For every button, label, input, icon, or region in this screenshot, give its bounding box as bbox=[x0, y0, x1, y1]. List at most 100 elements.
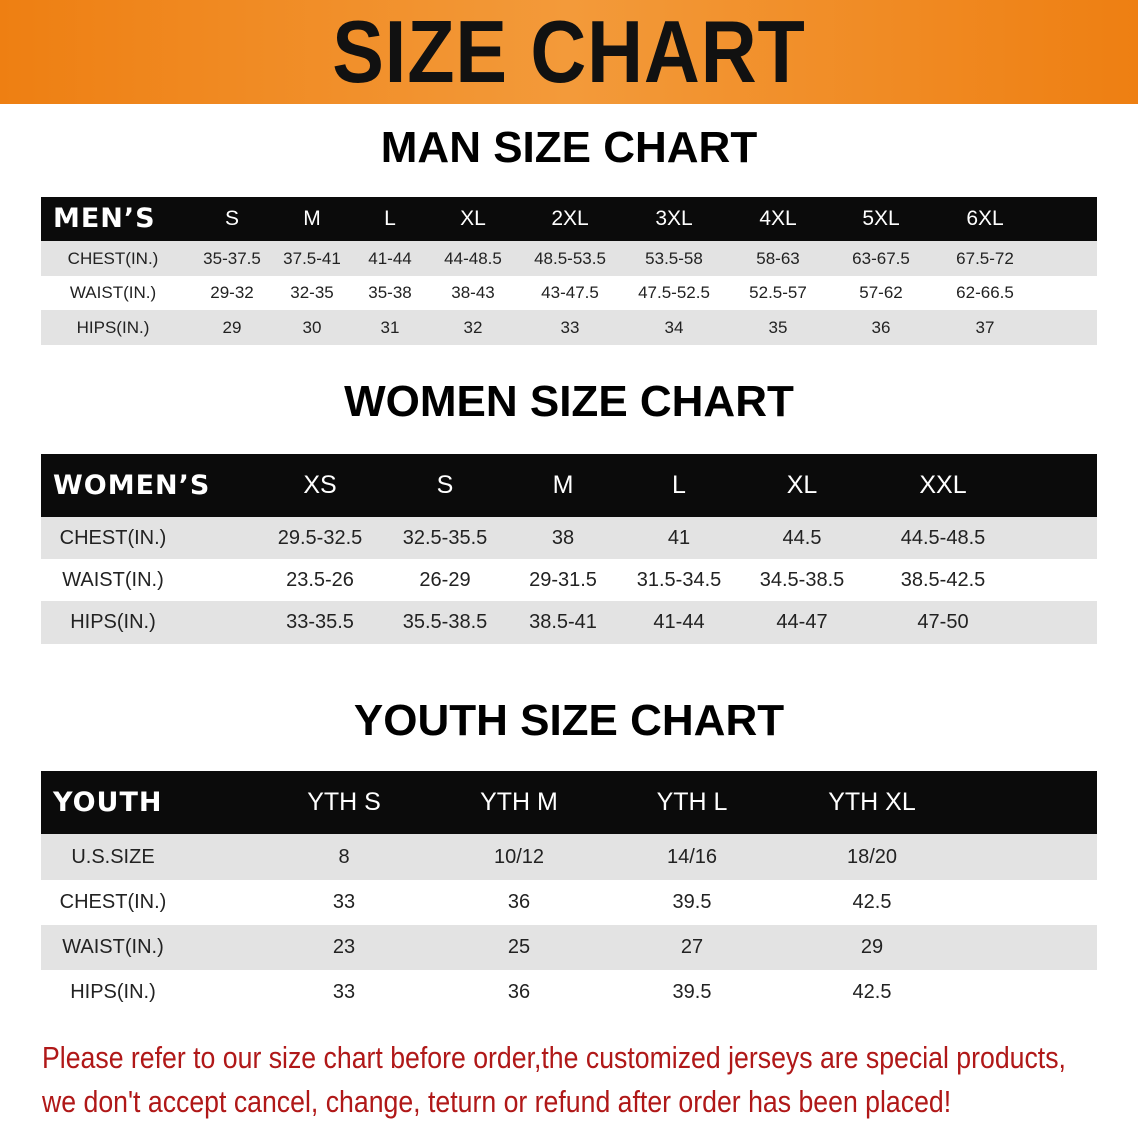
size-header-cell: 4XL bbox=[759, 207, 797, 230]
table-cell: 37.5-41 bbox=[283, 249, 341, 268]
table-cell: 44-48.5 bbox=[444, 249, 502, 268]
header-row: YOUTH YTH S YTH M YTH L YTH XL bbox=[41, 771, 1097, 834]
row-label: WAIST(IN.) bbox=[62, 936, 164, 958]
table-cell: 14/16 bbox=[666, 846, 718, 868]
size-header-cell: L bbox=[384, 207, 396, 230]
table-cell: 63-67.5 bbox=[852, 249, 910, 268]
table-cell: 35-38 bbox=[368, 283, 412, 302]
table-cell: 29-32 bbox=[210, 283, 254, 302]
youth-section-title: YOUTH SIZE CHART bbox=[353, 696, 785, 745]
table-cell: 58-63 bbox=[756, 249, 800, 268]
table-row: CHEST(IN.) 33 36 39.5 42.5 bbox=[41, 880, 1097, 925]
table-cell: 33 bbox=[332, 981, 356, 1003]
table-row: HIPS(IN.) 33-35.5 35.5-38.5 38.5-41 41-44 44-… bbox=[41, 601, 1097, 644]
table-cell: 23.5-26 bbox=[286, 569, 354, 591]
table-cell: 67.5-72 bbox=[956, 249, 1014, 268]
row-label: CHEST(IN.) bbox=[67, 249, 159, 268]
table-cell: 33 bbox=[560, 318, 580, 337]
table-cell: 35-37.5 bbox=[203, 249, 261, 268]
table-row: HIPS(IN.) 29 30 31 32 33 34 35 36 37 bbox=[41, 310, 1097, 345]
table-cell: 36 bbox=[507, 891, 531, 913]
table-cell: 32.5-35.5 bbox=[402, 527, 488, 549]
table-cell: 29.5-32.5 bbox=[277, 527, 363, 549]
row-label: HIPS(IN.) bbox=[76, 318, 150, 337]
size-header-cell: M bbox=[552, 471, 574, 499]
size-header-cell: M bbox=[303, 207, 321, 230]
table-cell: 39.5 bbox=[672, 891, 712, 913]
row-label: CHEST(IN.) bbox=[59, 527, 167, 549]
table-cell: 38.5-41 bbox=[529, 611, 597, 633]
size-header-cell: YTH L bbox=[656, 788, 728, 816]
table-cell: 26-29 bbox=[419, 569, 471, 591]
table-cell: 35 bbox=[768, 318, 788, 337]
size-header-cell: XS bbox=[303, 471, 337, 499]
table-cell: 29-31.5 bbox=[529, 569, 597, 591]
table-cell: 32 bbox=[463, 318, 483, 337]
size-header-cell: 6XL bbox=[966, 207, 1004, 230]
table-row: WAIST(IN.) 23.5-26 26-29 29-31.5 31.5-34.5 34… bbox=[41, 559, 1097, 601]
table-cell: 34 bbox=[664, 318, 684, 337]
men-section-title: MAN SIZE CHART bbox=[380, 123, 758, 172]
table-cell: 35.5-38.5 bbox=[402, 611, 488, 633]
table-cell: 18/20 bbox=[846, 846, 898, 868]
table-cell: 25 bbox=[507, 936, 531, 958]
size-header-cell: YTH XL bbox=[828, 788, 916, 816]
table-row: CHEST(IN.) 35-37.5 37.5-41 41-44 44-48.5 48.5… bbox=[41, 241, 1097, 276]
table-cell: 52.5-57 bbox=[749, 283, 807, 302]
women-section-title: WOMEN SIZE CHART bbox=[344, 377, 794, 426]
size-header-cell: S bbox=[224, 207, 240, 230]
size-header-cell: L bbox=[672, 471, 686, 499]
header-row: WOMEN’S XS S M L XL XXL bbox=[41, 454, 1097, 517]
table-cell: 8 bbox=[338, 846, 350, 868]
table-cell: 41-44 bbox=[653, 611, 705, 633]
table-cell: 57-62 bbox=[859, 283, 903, 302]
table-cell: 41-44 bbox=[368, 249, 412, 268]
size-header-cell: XL bbox=[786, 471, 818, 499]
header-label: MEN’S bbox=[53, 203, 156, 234]
table-cell: 10/12 bbox=[493, 846, 545, 868]
table-cell: 39.5 bbox=[672, 981, 712, 1003]
table-cell: 62-66.5 bbox=[956, 283, 1014, 302]
table-cell: 42.5 bbox=[852, 891, 892, 913]
size-header-cell: 5XL bbox=[862, 207, 900, 230]
table-cell: 37 bbox=[975, 318, 995, 337]
table-row: WAIST(IN.) 29-32 32-35 35-38 38-43 43-47.5 47.… bbox=[41, 276, 1097, 310]
table-cell: 44.5-48.5 bbox=[900, 527, 986, 549]
size-header-cell: 3XL bbox=[655, 207, 693, 230]
row-label: WAIST(IN.) bbox=[62, 569, 164, 591]
table-cell: 36 bbox=[871, 318, 891, 337]
size-header-cell: YTH S bbox=[307, 788, 381, 816]
size-header-cell: XXL bbox=[919, 471, 967, 499]
table-row: U.S.SIZE 8 10/12 14/16 18/20 bbox=[41, 834, 1097, 880]
row-label: U.S.SIZE bbox=[71, 846, 155, 868]
row-label: CHEST(IN.) bbox=[59, 891, 167, 913]
banner-title: SIZE CHART bbox=[332, 2, 806, 101]
table-row: CHEST(IN.) 29.5-32.5 32.5-35.5 38 41 44.5 44.5… bbox=[41, 517, 1097, 559]
table-row: HIPS(IN.) 33 36 39.5 42.5 bbox=[41, 970, 1097, 1015]
table-row: WAIST(IN.) 23 25 27 29 bbox=[41, 925, 1097, 970]
table-cell: 34.5-38.5 bbox=[759, 569, 845, 591]
size-header-cell: YTH M bbox=[480, 788, 558, 816]
table-cell: 33-35.5 bbox=[286, 611, 354, 633]
row-label: HIPS(IN.) bbox=[70, 611, 156, 633]
table-cell: 38-43 bbox=[451, 283, 495, 302]
table-cell: 38 bbox=[551, 527, 575, 549]
table-cell: 48.5-53.5 bbox=[534, 249, 606, 268]
table-cell: 47-50 bbox=[917, 611, 969, 633]
title-banner: SIZE CHART bbox=[0, 0, 1138, 104]
table-cell: 43-47.5 bbox=[541, 283, 599, 302]
table-cell: 36 bbox=[507, 981, 531, 1003]
notice-line-1: Please refer to our size chart before or… bbox=[42, 1040, 1066, 1075]
table-cell: 41 bbox=[667, 527, 691, 549]
table-cell: 30 bbox=[302, 318, 322, 337]
size-header-cell: 2XL bbox=[551, 207, 589, 230]
table-cell: 33 bbox=[332, 891, 356, 913]
table-cell: 29 bbox=[860, 936, 884, 958]
table-cell: 31 bbox=[380, 318, 400, 337]
table-cell: 27 bbox=[680, 936, 704, 958]
row-label: WAIST(IN.) bbox=[69, 283, 157, 302]
table-cell: 42.5 bbox=[852, 981, 892, 1003]
row-label: HIPS(IN.) bbox=[70, 981, 156, 1003]
table-cell: 47.5-52.5 bbox=[638, 283, 710, 302]
